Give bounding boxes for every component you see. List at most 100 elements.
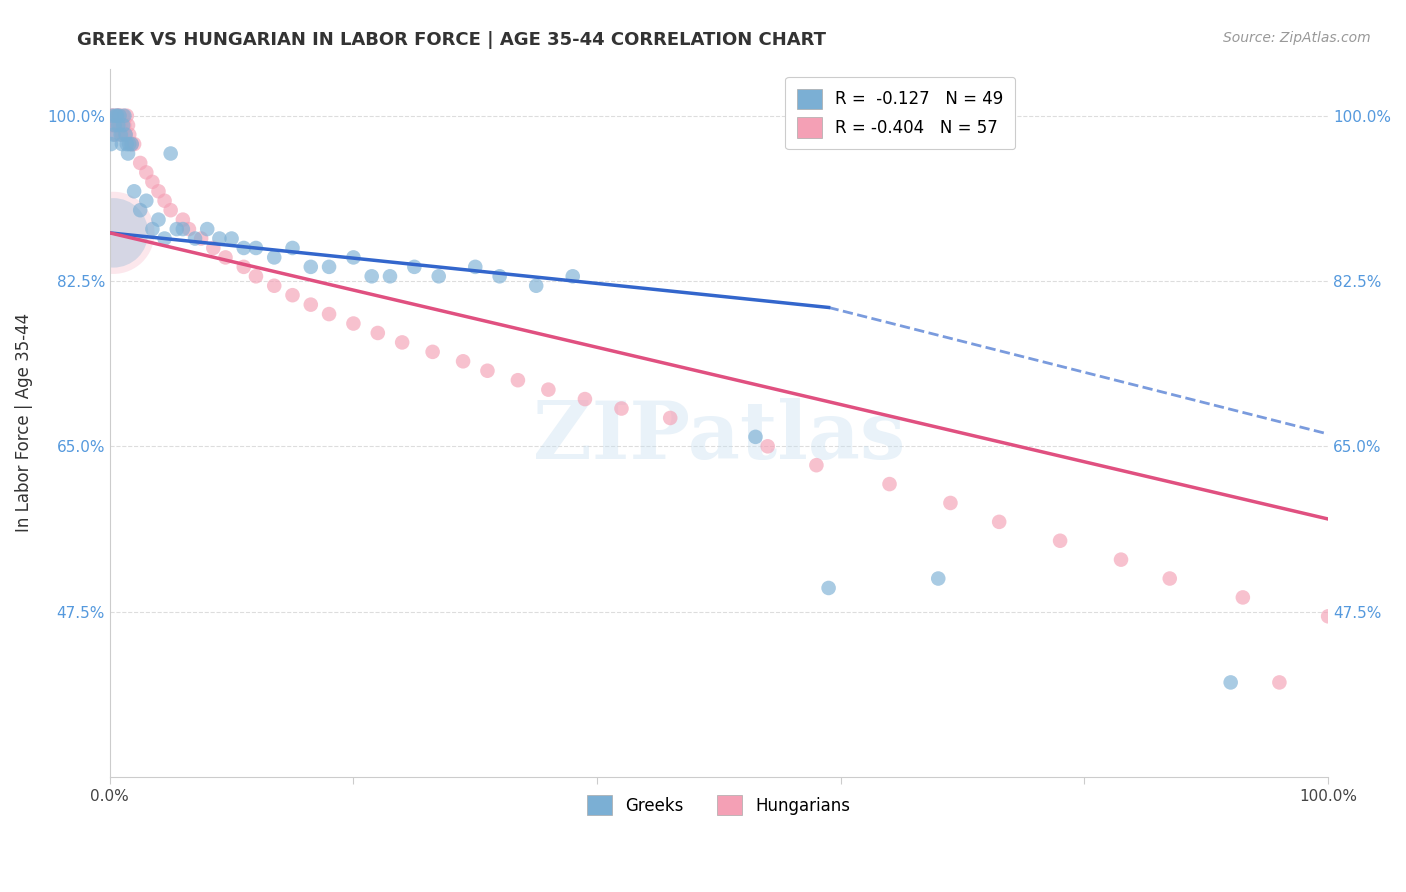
Point: [879, 477, 901, 491]
Point: [117, 146, 139, 161]
Point: [103, 109, 125, 123]
Point: [114, 128, 136, 142]
Point: [263, 251, 285, 265]
Point: [939, 496, 962, 510]
Point: [232, 241, 254, 255]
Point: [108, 109, 131, 123]
Point: [103, 128, 125, 142]
Point: [318, 307, 340, 321]
Point: [756, 439, 779, 453]
Point: [141, 222, 163, 236]
Point: [281, 241, 304, 255]
Point: [153, 194, 176, 208]
Point: [378, 269, 401, 284]
Point: [114, 128, 136, 142]
Point: [135, 165, 157, 179]
Point: [172, 212, 194, 227]
Point: [115, 109, 138, 123]
Point: [153, 231, 176, 245]
Point: [115, 137, 138, 152]
Point: [118, 137, 141, 152]
Point: [112, 118, 135, 132]
Point: [202, 241, 225, 255]
Legend: Greeks, Hungarians: Greeks, Hungarians: [578, 785, 860, 825]
Point: [112, 109, 135, 123]
Point: [148, 212, 170, 227]
Point: [221, 231, 243, 245]
Point: [101, 109, 124, 123]
Point: [208, 231, 231, 245]
Point: [104, 118, 127, 132]
Point: [129, 156, 152, 170]
Point: [561, 269, 583, 284]
Point: [451, 354, 474, 368]
Point: [122, 137, 145, 152]
Point: [427, 269, 450, 284]
Point: [744, 430, 766, 444]
Point: [404, 260, 426, 274]
Point: [105, 109, 128, 123]
Point: [659, 411, 682, 425]
Point: [159, 203, 181, 218]
Point: [103, 226, 125, 240]
Point: [190, 231, 212, 245]
Point: [100, 137, 122, 152]
Point: [422, 344, 444, 359]
Point: [1268, 675, 1291, 690]
Point: [166, 222, 188, 236]
Point: [988, 515, 1011, 529]
Point: [104, 109, 127, 123]
Text: ZIPatlas: ZIPatlas: [533, 398, 905, 475]
Point: [111, 137, 134, 152]
Point: [117, 118, 139, 132]
Point: [1317, 609, 1340, 624]
Point: [506, 373, 529, 387]
Point: [281, 288, 304, 302]
Point: [342, 317, 364, 331]
Point: [537, 383, 560, 397]
Point: [100, 118, 122, 132]
Point: [141, 175, 163, 189]
Point: [107, 109, 129, 123]
Point: [1219, 675, 1241, 690]
Point: [367, 326, 389, 340]
Point: [129, 203, 152, 218]
Point: [111, 128, 134, 142]
Text: GREEK VS HUNGARIAN IN LABOR FORCE | AGE 35-44 CORRELATION CHART: GREEK VS HUNGARIAN IN LABOR FORCE | AGE …: [77, 31, 827, 49]
Point: [524, 278, 547, 293]
Point: [1109, 552, 1132, 566]
Point: [135, 194, 157, 208]
Point: [232, 260, 254, 274]
Point: [245, 269, 267, 284]
Point: [104, 118, 127, 132]
Point: [477, 364, 499, 378]
Point: [101, 109, 124, 123]
Text: Source: ZipAtlas.com: Source: ZipAtlas.com: [1223, 31, 1371, 45]
Point: [817, 581, 839, 595]
Point: [122, 184, 145, 198]
Point: [464, 260, 486, 274]
Point: [574, 392, 596, 406]
Point: [806, 458, 828, 473]
Point: [184, 231, 207, 245]
Point: [118, 128, 141, 142]
Point: [103, 226, 125, 240]
Point: [159, 146, 181, 161]
Point: [488, 269, 510, 284]
Point: [121, 137, 143, 152]
Point: [391, 335, 413, 350]
Point: [104, 128, 127, 142]
Point: [927, 572, 949, 586]
Point: [177, 222, 200, 236]
Point: [112, 109, 135, 123]
Point: [105, 109, 128, 123]
Point: [360, 269, 382, 284]
Point: [110, 118, 132, 132]
Point: [1049, 533, 1071, 548]
Point: [1232, 591, 1254, 605]
Point: [318, 260, 340, 274]
Point: [299, 298, 322, 312]
Point: [263, 278, 285, 293]
Y-axis label: In Labor Force | Age 35-44: In Labor Force | Age 35-44: [15, 313, 32, 533]
Point: [214, 251, 236, 265]
